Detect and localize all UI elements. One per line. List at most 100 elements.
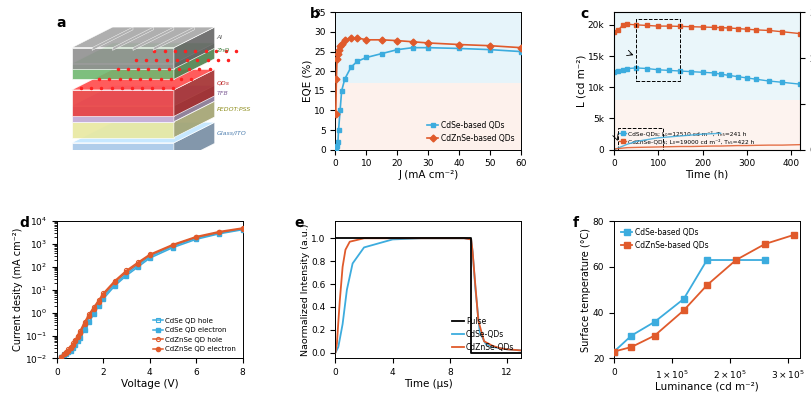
CdZnSe-based QDs [649,333,659,338]
Text: ZnO: ZnO [217,48,230,53]
CdSe-QDs; L₀=12510 cd m⁻², Tₕ₅=241 h [763,79,773,84]
CdSe-based QDs [454,46,464,51]
CdZnSe QD hole [93,298,103,303]
CdZnSe QD hole [73,333,83,338]
CdZnSe QD hole [89,304,99,309]
CdZnSe-QDs; L₀=19000 cd m⁻², Tₕ₅=422 h [776,29,786,34]
CdSe-based QDs [337,88,346,93]
CdZnSe QD electron [73,335,83,339]
CdSe-based QDs [331,145,341,150]
CdSe-QDs [444,236,454,241]
CdSe-QDs [487,344,497,349]
CdZnSe-QDs; L₀=19000 cd m⁻², Tₕ₅=422 h [741,27,751,32]
CdSe-based QDs [485,47,495,52]
CdZnSe-QDs; L₀=19000 cd m⁻², Tₕ₅=422 h [613,27,623,32]
CdSe QD electron [63,350,73,355]
Y-axis label: EQE (%): EQE (%) [303,60,312,102]
CdZnSe-QDs; L₀=19000 cd m⁻², Tₕ₅=422 h [675,24,684,29]
CdSe QD electron [73,339,83,344]
CdSe-QDs; L₀=12510 cd m⁻², Tₕ₅=241 h [663,68,673,73]
CdSe QD hole [79,323,89,328]
CdSe-QDs; L₀=12510 cd m⁻², Tₕ₅=241 h [686,69,696,74]
Legend: Pulse, CdSe-QDs, CdZnSe-QDs: Pulse, CdSe-QDs, CdZnSe-QDs [448,314,517,355]
CdSe-QDs [467,250,477,255]
CdSe-based QDs [333,128,343,133]
Text: a: a [57,16,67,30]
CdSe-based QDs [608,349,618,354]
Polygon shape [71,101,214,122]
CdZnSe-QDs [444,236,454,241]
CdSe-QDs; L₀=12510 cd m⁻², Tₕ₅=241 h [723,73,733,78]
CdSe-based QDs [649,319,659,324]
CdZnSe QD electron [122,269,131,274]
CdZnSe-QDs [466,237,475,242]
CdZnSe-QDs; L₀=19000 cd m⁻², Tₕ₅=422 h [763,28,773,33]
CdZnSe-based QDs [361,37,371,42]
CdSe-QDs [341,287,351,292]
CdSe QD electron [57,354,67,359]
CdZnSe-QDs [487,343,497,348]
CdSe-QDs [458,236,468,241]
Text: f: f [573,215,578,229]
CdSe-QDs; L₀=12510 cd m⁻², Tₕ₅=241 h [697,70,706,75]
CdZnSe QD hole [63,347,73,352]
CdZnSe QD electron [191,235,201,240]
CdSe QD electron [168,245,178,250]
CdSe-QDs [474,330,484,335]
CdSe QD hole [61,350,71,355]
CdZnSe-based QDs [345,35,355,40]
CdSe QD electron [144,256,154,261]
CdZnSe-based QDs [454,42,464,47]
CdSe QD electron [133,265,143,269]
Polygon shape [71,27,214,48]
CdSe-QDs [466,237,475,242]
CdSe QD hole [93,301,103,306]
CdZnSe QD electron [66,346,75,351]
CdZnSe-based QDs [702,283,711,288]
Polygon shape [92,27,133,50]
Bar [335,83,521,150]
CdZnSe QD electron [63,348,73,353]
X-axis label: Time (h): Time (h) [684,170,727,180]
CdSe-QDs; L₀=12510 cd m⁻², Tₕ₅=241 h [708,70,718,75]
CdZnSe QD hole [191,234,201,239]
Polygon shape [174,122,214,164]
CdZnSe-based QDs [407,39,417,44]
CdZnSe-based QDs [335,43,345,48]
CdZnSe-QDs [388,236,397,241]
Bar [635,19,680,81]
CdZnSe-QDs; L₀=19000 cd m⁻², Tₕ₅=422 h [732,26,742,31]
CdSe-QDs; L₀=12510 cd m⁻², Tₕ₅=241 h [608,69,618,74]
CdZnSe QD electron [144,253,154,258]
CdZnSe QD electron [133,261,143,266]
CdSe-QDs; L₀=12510 cd m⁻², Tₕ₅=241 h [741,75,751,80]
CdZnSe-based QDs [678,308,688,313]
CdZnSe-QDs; L₀=19000 cd m⁻², Tₕ₅=422 h [617,22,627,27]
X-axis label: Time (μs): Time (μs) [403,379,453,389]
CdZnSe-QDs [516,348,526,353]
Line: CdSe-based QDs: CdSe-based QDs [333,45,523,151]
CdSe QD hole [75,331,85,336]
CdSe QD electron [71,343,80,348]
CdZnSe-QDs; L₀=19000 cd m⁻², Tₕ₅=422 h [642,23,651,28]
CdZnSe QD hole [68,341,78,346]
CdSe QD hole [68,343,78,348]
CdSe QD hole [66,346,75,351]
CdZnSe QD electron [61,350,71,355]
CdZnSe-based QDs [337,41,346,46]
CdSe-QDs [330,350,340,355]
Bar [618,128,662,159]
Line: CdZnSe-based QDs: CdZnSe-based QDs [610,232,796,355]
CdZnSe-QDs [340,247,350,252]
Y-axis label: L (cd m⁻²): L (cd m⁻²) [576,55,586,107]
CdSe-QDs [323,350,333,355]
CdZnSe-based QDs [352,35,362,40]
CdZnSe-QDs; L₀=19000 cd m⁻², Tₕ₅=422 h [723,26,733,30]
CdZnSe-based QDs [423,40,433,45]
CdZnSe QD hole [144,252,154,257]
CdSe QD electron [68,346,78,351]
Text: Al: Al [217,35,222,40]
CdSe QD electron [98,296,108,301]
CdZnSe QD electron [79,321,89,326]
CdZnSe-based QDs [392,38,401,43]
